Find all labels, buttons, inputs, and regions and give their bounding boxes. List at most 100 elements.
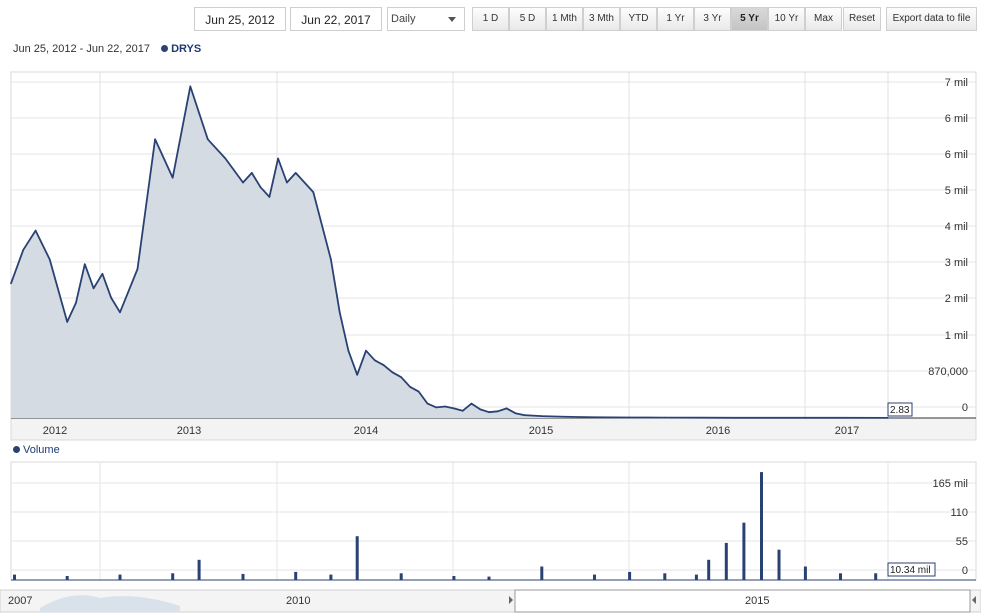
start-date-input[interactable]: Jun 25, 2012 (194, 7, 286, 31)
interval-select-label: Daily (391, 13, 416, 25)
volume-bar (760, 472, 763, 580)
price-data-point (470, 402, 473, 405)
price-data-point (461, 410, 464, 412)
price-data-point (312, 191, 315, 193)
volume-last-value-label: 10.34 mil (890, 565, 931, 576)
price-y-tick-label: 4 mil (945, 221, 968, 233)
price-data-point (365, 349, 367, 352)
price-y-tick-label: 0 (962, 402, 968, 414)
volume-bar (663, 573, 667, 580)
volume-bar (540, 566, 544, 580)
price-last-value-box (887, 402, 913, 417)
price-data-point (435, 406, 438, 409)
price-data-point (259, 186, 262, 189)
range-button-3-yr[interactable]: 3 Yr (694, 7, 731, 31)
price-data-point (479, 408, 482, 411)
range-button-ytd[interactable]: YTD (620, 7, 657, 31)
price-data-point (887, 417, 889, 419)
legend-volume: Volume (13, 444, 60, 456)
range-button-1-d[interactable]: 1 D (472, 7, 509, 31)
price-data-point (646, 416, 648, 419)
price-data-point (101, 273, 104, 275)
price-data-point (294, 172, 297, 174)
reset-button[interactable]: Reset (843, 7, 881, 31)
range-button-5-yr[interactable]: 5 Yr (731, 7, 768, 31)
price-y-tick-label: 5 mil (945, 185, 968, 197)
navigator-year-label: 2015 (745, 595, 769, 607)
price-data-point (444, 405, 446, 408)
price-data-point (356, 374, 359, 376)
legend-volume-label: Volume (23, 444, 60, 456)
price-data-point (409, 386, 411, 388)
price-data-point (84, 263, 86, 266)
chevron-down-icon (448, 17, 456, 22)
price-x-tick-label: 2015 (529, 425, 553, 437)
price-data-point (48, 258, 51, 261)
price-data-point (391, 371, 394, 374)
price-x-tick-label: 2012 (43, 425, 67, 437)
price-x-tick-label: 2013 (177, 425, 201, 437)
price-series-area (11, 86, 888, 419)
volume-bar (241, 573, 245, 580)
range-button-10-yr[interactable]: 10 Yr (768, 7, 805, 31)
price-series-line (10, 85, 889, 419)
price-data-point (734, 417, 736, 419)
price-data-point (10, 282, 12, 285)
price-y-tick-label: 3 mil (945, 257, 968, 269)
price-data-point (769, 417, 771, 419)
interval-select[interactable]: Daily (387, 7, 465, 31)
price-data-point (242, 181, 244, 184)
navigator-left-handle-icon[interactable] (509, 596, 513, 604)
export-button[interactable]: Export data to file (886, 7, 977, 31)
range-button-3-mth[interactable]: 3 Mth (583, 7, 620, 31)
price-data-point (593, 416, 596, 419)
volume-bar (707, 559, 711, 580)
navigator-right-handle-icon[interactable] (972, 596, 976, 604)
volume-y-tick-label: 110 (950, 507, 968, 519)
volume-bar (329, 574, 333, 580)
volume-bar (197, 559, 201, 580)
range-button-5-d[interactable]: 5 D (509, 7, 546, 31)
volume-bar (724, 542, 728, 580)
volume-bar (118, 574, 122, 580)
legend-price-label: DRYS (171, 43, 202, 55)
price-y-tick-label: 6 mil (945, 149, 968, 161)
price-x-axis-band (10, 417, 977, 441)
price-data-point (330, 258, 332, 261)
volume-bar (874, 573, 878, 580)
volume-bar (839, 573, 842, 580)
legend-price: DRYS (161, 43, 201, 55)
volume-bar (399, 573, 403, 580)
volume-bar (65, 576, 69, 580)
date-range-label: Jun 25, 2012 - Jun 22, 2017 DRYS (13, 43, 201, 55)
price-y-tick-label: 7 mil (945, 77, 968, 89)
volume-plot-frame (10, 461, 977, 581)
price-data-point (839, 417, 842, 419)
price-data-point (75, 301, 77, 304)
range-button-1-yr[interactable]: 1 Yr (657, 7, 694, 31)
price-x-tick-label: 2016 (706, 425, 730, 437)
price-data-point (207, 138, 209, 141)
price-data-point (286, 181, 288, 184)
volume-bar (593, 574, 596, 580)
volume-bar (13, 574, 16, 580)
navigator-selected-window[interactable] (514, 589, 971, 613)
navigator-track (0, 589, 981, 613)
price-data-point (136, 268, 139, 270)
price-data-point (347, 349, 350, 352)
range-button-1-mth[interactable]: 1 Mth (546, 7, 583, 31)
price-x-tick-label: 2017 (835, 425, 859, 437)
volume-bar (294, 571, 298, 580)
price-data-point (374, 359, 376, 362)
end-date-input[interactable]: Jun 22, 2017 (290, 7, 382, 31)
volume-bar (452, 576, 456, 580)
price-data-point (224, 157, 227, 160)
price-y-tick-label: 1 mil (945, 330, 968, 342)
volume-bar (694, 574, 698, 580)
volume-bar (803, 566, 807, 580)
price-data-point (417, 390, 420, 393)
price-data-point (628, 416, 631, 419)
range-button-max[interactable]: Max (805, 7, 842, 31)
legend-dot-icon (161, 45, 169, 52)
